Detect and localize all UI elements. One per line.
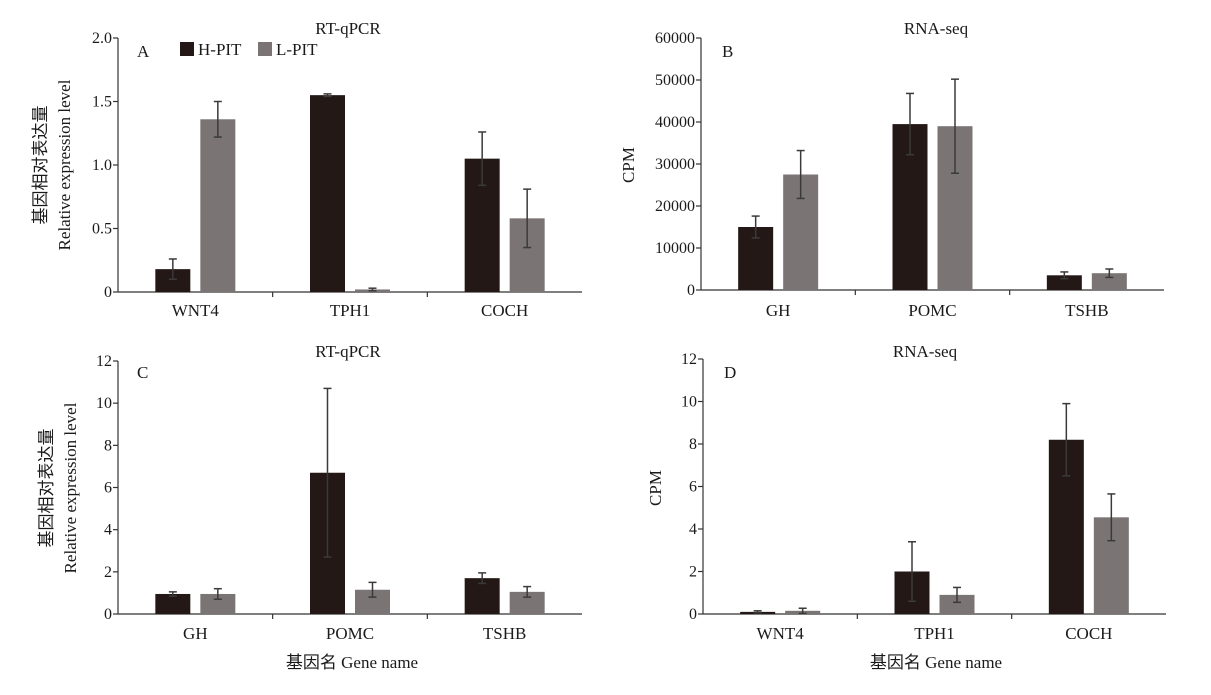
y-tick-label: 8 bbox=[689, 436, 697, 453]
panel-d-label: D bbox=[724, 363, 736, 382]
y-tick-label: 6 bbox=[104, 480, 112, 497]
y-tick-label: 60000 bbox=[655, 30, 695, 47]
error-bar bbox=[951, 78, 959, 174]
error-bar bbox=[323, 387, 332, 558]
panel-b-ylabel: CPM bbox=[619, 147, 638, 183]
panel-c: RT-qPCR C 基因相对表达量 Relative expression le… bbox=[37, 342, 582, 672]
panel-c-ylabel-cn: 基因相对表达量 bbox=[37, 429, 56, 548]
bar-h-pit-gh bbox=[155, 593, 191, 614]
y-tick-label: 0 bbox=[104, 284, 112, 301]
y-tick-label: 2 bbox=[104, 564, 112, 581]
panel-d-ylabel: CPM bbox=[646, 470, 665, 506]
error-bar bbox=[323, 93, 332, 98]
y-tick-label: 1.0 bbox=[92, 157, 112, 174]
error-bar bbox=[168, 591, 177, 597]
bar-h-pit-tshb bbox=[1046, 275, 1082, 290]
panel-a: RT-qPCR A H-PIT L-PIT 基因相对表达量 Relative e… bbox=[31, 19, 582, 320]
error-bar bbox=[908, 541, 916, 602]
y-tick-label: 0.5 bbox=[92, 221, 112, 238]
error-bar bbox=[168, 258, 177, 281]
y-tick-label: 0 bbox=[689, 606, 697, 623]
y-tick-label: 12 bbox=[96, 353, 112, 370]
y-tick-label: 10 bbox=[96, 395, 112, 412]
panel-d: RNA-seq D CPM 基因名 Gene name 0 2 4 6 8 10 12 WNT… bbox=[646, 342, 1166, 672]
error-bar bbox=[1060, 271, 1069, 280]
error-bar bbox=[478, 131, 487, 187]
panel-d-title: RNA-seq bbox=[893, 342, 958, 361]
panel-b-title: RNA-seq bbox=[904, 19, 969, 38]
panel-a-ylabel-en: Relative expression level bbox=[55, 79, 74, 250]
y-tick-label: 2 bbox=[689, 564, 697, 581]
y-tick-label: 2.0 bbox=[92, 30, 112, 47]
error-bar bbox=[213, 587, 222, 600]
panel-a-ylabel-cn: 基因相对表达量 bbox=[31, 106, 50, 225]
x-tick-label: TSHB bbox=[1065, 301, 1108, 320]
error-bar bbox=[368, 287, 377, 292]
y-tick-label: 6 bbox=[689, 479, 697, 496]
y-tick-label: 4 bbox=[689, 521, 697, 538]
panel-a-label: A bbox=[137, 42, 150, 61]
error-bar bbox=[751, 215, 760, 239]
y-tick-label: 30000 bbox=[655, 156, 695, 173]
x-tick-label: WNT4 bbox=[757, 624, 805, 643]
x-tick-label: WNT4 bbox=[172, 301, 220, 320]
bar-l-pit-gh bbox=[200, 593, 236, 614]
legend-swatch-h-pit bbox=[180, 42, 194, 56]
legend-label-l-pit: L-PIT bbox=[276, 40, 318, 59]
panel-b-label: B bbox=[722, 42, 733, 61]
panel-c-ylabel-en: Relative expression level bbox=[61, 402, 80, 573]
error-bar bbox=[213, 100, 222, 138]
y-tick-label: 10000 bbox=[655, 240, 695, 257]
error-bar bbox=[753, 610, 762, 614]
y-tick-label: 50000 bbox=[655, 72, 695, 89]
y-tick-label: 0 bbox=[104, 606, 112, 623]
y-tick-label: 12 bbox=[681, 351, 697, 368]
y-tick-label: 0 bbox=[687, 282, 695, 299]
error-bar bbox=[1107, 493, 1116, 542]
error-bar bbox=[478, 572, 487, 585]
x-tick-label: POMC bbox=[908, 301, 956, 320]
x-tick-label: GH bbox=[183, 624, 208, 643]
panel-c-title: RT-qPCR bbox=[315, 342, 381, 361]
error-bar bbox=[523, 585, 532, 598]
y-tick-label: 10 bbox=[681, 394, 697, 411]
bar-l-pit-tshb bbox=[1091, 273, 1127, 290]
y-tick-label: 8 bbox=[104, 437, 112, 454]
panel-c-label: C bbox=[137, 363, 148, 382]
bar-h-pit-wnt4 bbox=[155, 269, 191, 292]
error-bar bbox=[1105, 268, 1114, 279]
error-bar bbox=[906, 92, 914, 156]
x-tick-label: COCH bbox=[1065, 624, 1112, 643]
x-tick-label: TSHB bbox=[483, 624, 526, 643]
error-bar bbox=[523, 188, 532, 249]
x-tick-label: GH bbox=[766, 301, 791, 320]
y-tick-label: 1.5 bbox=[92, 94, 112, 111]
legend-label-h-pit: H-PIT bbox=[198, 40, 242, 59]
y-tick-label: 40000 bbox=[655, 114, 695, 131]
error-bar bbox=[1062, 402, 1071, 477]
error-bar bbox=[368, 581, 377, 598]
error-bar bbox=[798, 607, 807, 615]
legend: H-PIT L-PIT bbox=[180, 40, 318, 59]
error-bar bbox=[953, 586, 961, 604]
x-tick-label: POMC bbox=[326, 624, 374, 643]
bar-l-pit-wnt4 bbox=[200, 119, 236, 292]
x-tick-label: COCH bbox=[481, 301, 528, 320]
y-tick-label: 4 bbox=[104, 522, 112, 539]
x-tick-label: TPH1 bbox=[914, 624, 955, 643]
bar-l-pit-tshb bbox=[509, 591, 545, 614]
bar-l-pit-tph1 bbox=[939, 594, 975, 614]
bar-h-pit-tph1 bbox=[310, 95, 345, 293]
panel-d-xlabel: 基因名 Gene name bbox=[870, 653, 1002, 672]
panel-b: RNA-seq B CPM 0 10000 20000 30000 40000 50000… bbox=[619, 19, 1164, 320]
x-tick-label: TPH1 bbox=[330, 301, 371, 320]
y-tick-label: 20000 bbox=[655, 198, 695, 215]
error-bar bbox=[796, 149, 805, 200]
panel-c-xlabel: 基因名 Gene name bbox=[286, 653, 418, 672]
legend-swatch-l-pit bbox=[258, 42, 272, 56]
panel-a-title: RT-qPCR bbox=[315, 19, 381, 38]
